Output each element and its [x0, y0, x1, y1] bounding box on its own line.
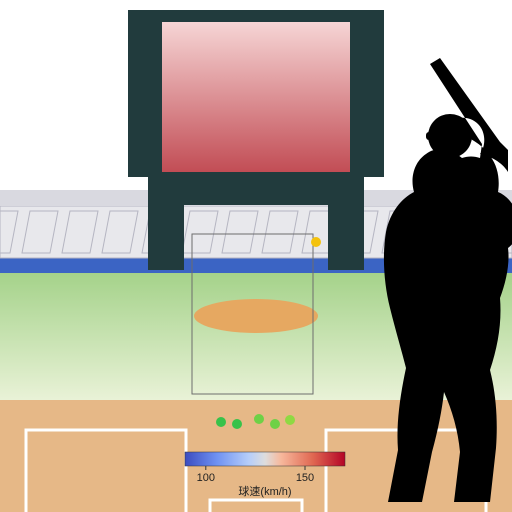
pitch-marker: [216, 417, 226, 427]
pitchers-mound: [194, 299, 318, 333]
pitch-marker: [254, 414, 264, 424]
pitch-marker: [311, 237, 321, 247]
pitch-marker: [270, 419, 280, 429]
pitch-marker: [232, 419, 242, 429]
colorbar: [185, 452, 345, 466]
pitch-marker: [285, 415, 295, 425]
pitch-location-chart: 100 150 球速(km/h): [0, 0, 512, 512]
colorbar-tick-label: 100: [197, 472, 215, 484]
scoreboard-screen: [162, 22, 350, 172]
chart-svg: 100 150 球速(km/h): [0, 0, 512, 512]
colorbar-label: 球速(km/h): [238, 484, 291, 498]
colorbar-tick-label: 150: [296, 472, 314, 484]
